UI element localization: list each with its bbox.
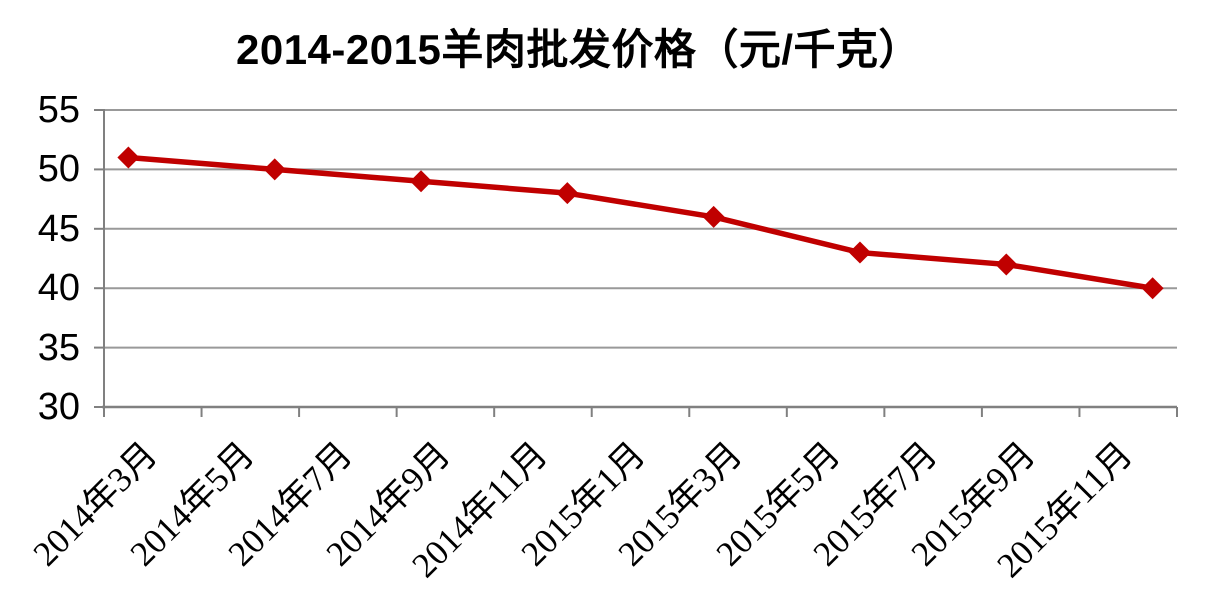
y-axis-tick-label: 40 [37, 267, 80, 310]
data-point-marker [702, 205, 725, 228]
data-point-marker [556, 182, 579, 205]
data-point-marker [117, 146, 140, 169]
data-point-marker [410, 170, 433, 193]
data-point-marker [263, 158, 286, 181]
y-axis-tick-label: 30 [37, 386, 80, 428]
data-point-marker [1141, 277, 1164, 300]
data-point-marker [848, 241, 871, 264]
series-line [125, 154, 1156, 291]
y-axis-tick-label: 55 [37, 89, 80, 131]
y-axis-tick-label: 45 [37, 207, 80, 250]
data-point-marker [995, 253, 1018, 276]
y-axis-tick-label: 50 [37, 148, 80, 191]
chart-title: 2014-2015羊肉批发价格（元/千克） [235, 26, 922, 73]
y-axis-tick-label: 35 [37, 326, 80, 369]
